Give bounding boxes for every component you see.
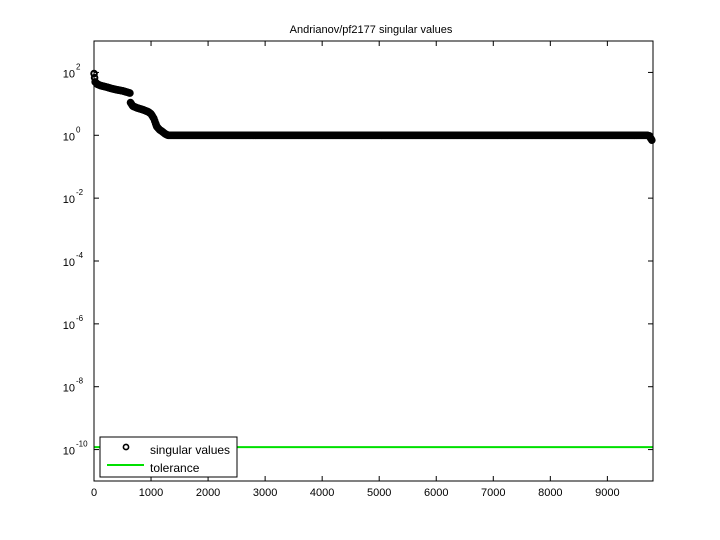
open-circle-marker-icon <box>122 443 130 451</box>
y-tick-label: 10 <box>63 320 75 332</box>
singular-values-series <box>90 69 656 144</box>
x-tick-label: 1000 <box>139 487 163 499</box>
y-tick-label: 10 <box>63 257 75 269</box>
y-tick-label: 10 <box>63 194 75 206</box>
y-tick-exponent: -10 <box>76 440 88 449</box>
x-axis: 0 1000 2000 3000 4000 5000 6000 7000 8000 9000 <box>91 41 620 499</box>
x-tick-label: 3000 <box>253 487 277 499</box>
legend-label-singular-values: singular values <box>150 443 230 457</box>
x-tick-label: 9000 <box>595 487 619 499</box>
y-tick-label: 10 <box>63 383 75 395</box>
x-tick-label: 4000 <box>310 487 334 499</box>
x-tick-label: 8000 <box>538 487 562 499</box>
y-tick-exponent: -2 <box>76 188 84 197</box>
y-tick-exponent: 0 <box>76 125 81 134</box>
chart-title: Andrianov/pf2177 singular values <box>290 24 453 36</box>
y-tick-label: 10 <box>63 131 75 143</box>
y-tick-label: 10 <box>63 446 75 458</box>
y-tick-exponent: 2 <box>76 62 81 71</box>
y-tick-label: 10 <box>63 68 75 80</box>
axes-frame <box>93 40 654 482</box>
x-tick-label: 7000 <box>481 487 505 499</box>
x-tick-label: 6000 <box>424 487 448 499</box>
x-tick-label: 0 <box>91 487 97 499</box>
legend-box <box>99 436 238 478</box>
y-tick-exponent: -6 <box>76 314 84 323</box>
y-tick-exponent: -8 <box>76 377 84 386</box>
legend-label-tolerance: tolerance <box>150 461 200 475</box>
x-tick-label: 5000 <box>367 487 391 499</box>
legend: singular values tolerance <box>99 436 238 478</box>
y-tick-exponent: -4 <box>76 251 84 260</box>
x-tick-label: 2000 <box>196 487 220 499</box>
